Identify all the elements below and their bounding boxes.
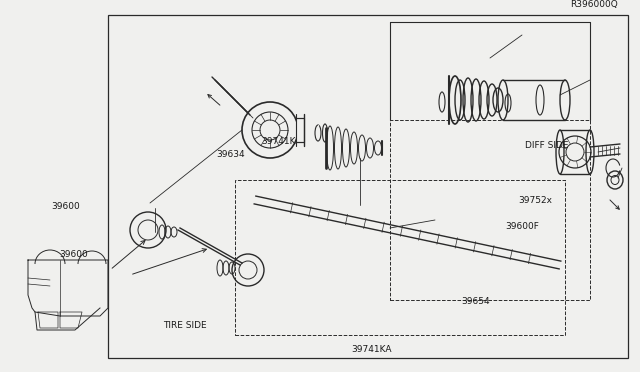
Text: DIFF SIDE: DIFF SIDE [525,141,568,150]
Text: 39654: 39654 [461,297,490,306]
Bar [296,118,304,142]
Text: R396000Q: R396000Q [570,0,618,9]
Bar [235,180,565,335]
Text: 39600: 39600 [60,250,88,259]
Text: 39741KA: 39741KA [351,345,392,354]
Bar [108,15,628,358]
Text: 39600F: 39600F [506,222,540,231]
Text: TIRE SIDE: TIRE SIDE [163,321,207,330]
Text: 39752x: 39752x [518,196,552,205]
Bar [390,120,590,300]
Text: 39741K: 39741K [261,137,296,146]
Text: 39634: 39634 [216,150,244,159]
Text: 39600: 39600 [51,202,80,211]
